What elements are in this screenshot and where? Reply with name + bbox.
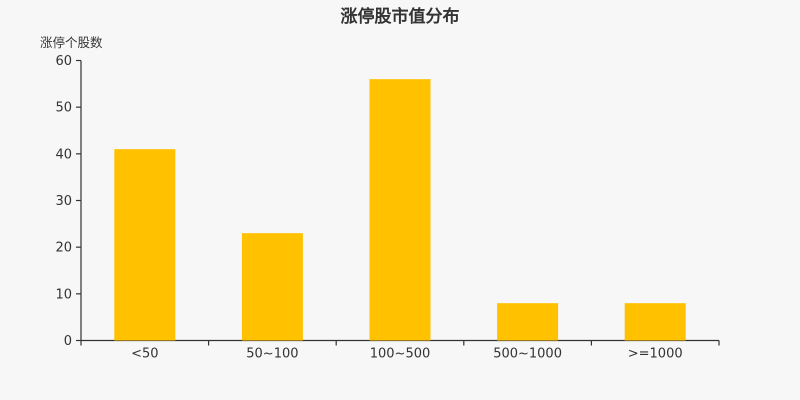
x-category-label: >=1000 (628, 347, 683, 362)
y-tick-label: 10 (55, 287, 72, 302)
x-category-label: 100~500 (370, 347, 431, 362)
bar (624, 303, 686, 341)
plot-area: 0 10 20 30 40 50 60 <50 50~100 100~500 500~1000 >=1… (55, 54, 720, 362)
x-category-label: 50~100 (246, 347, 298, 362)
x-category-label: 500~1000 (493, 347, 562, 362)
y-axis-title: 涨停个股数 (40, 35, 103, 50)
x-category-label: <50 (131, 347, 158, 362)
bar (241, 233, 303, 341)
y-tick-label: 20 (55, 241, 72, 256)
bar (114, 149, 176, 341)
y-tick-label: 40 (55, 147, 72, 162)
y-tick-label: 50 (55, 101, 72, 116)
chart-title: 涨停股市值分布 (341, 6, 460, 27)
y-tick-label: 0 (64, 334, 72, 349)
y-tick-label: 60 (55, 54, 72, 69)
bar (369, 79, 431, 341)
y-tick-label: 30 (55, 194, 72, 209)
bar (497, 303, 559, 341)
